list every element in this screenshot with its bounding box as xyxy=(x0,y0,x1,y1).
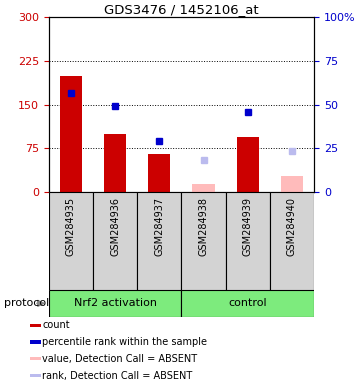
Text: GSM284937: GSM284937 xyxy=(154,197,164,256)
Text: percentile rank within the sample: percentile rank within the sample xyxy=(42,337,207,347)
Bar xyxy=(60,76,82,192)
Text: control: control xyxy=(229,298,267,308)
Bar xyxy=(226,192,270,290)
Text: GSM284939: GSM284939 xyxy=(243,197,253,256)
Bar xyxy=(192,184,214,192)
Bar xyxy=(137,192,182,290)
Title: GDS3476 / 1452106_at: GDS3476 / 1452106_at xyxy=(104,3,259,16)
Bar xyxy=(49,192,93,290)
Text: count: count xyxy=(42,320,70,330)
Bar xyxy=(30,323,40,327)
Bar xyxy=(104,134,126,192)
Text: Nrf2 activation: Nrf2 activation xyxy=(74,298,157,308)
Text: GSM284935: GSM284935 xyxy=(66,197,76,256)
Bar xyxy=(237,137,259,192)
Bar xyxy=(93,192,137,290)
Bar xyxy=(281,176,303,192)
Bar xyxy=(148,154,170,192)
Bar xyxy=(30,357,40,361)
Bar xyxy=(49,290,181,317)
Text: GSM284940: GSM284940 xyxy=(287,197,297,256)
Text: GSM284938: GSM284938 xyxy=(199,197,209,256)
Text: value, Detection Call = ABSENT: value, Detection Call = ABSENT xyxy=(42,354,197,364)
Bar xyxy=(30,374,40,377)
Text: rank, Detection Call = ABSENT: rank, Detection Call = ABSENT xyxy=(42,371,192,381)
Bar xyxy=(181,290,314,317)
Bar xyxy=(270,192,314,290)
Bar xyxy=(181,192,226,290)
Text: protocol: protocol xyxy=(4,298,49,308)
Text: GSM284936: GSM284936 xyxy=(110,197,120,256)
Bar xyxy=(30,340,40,344)
